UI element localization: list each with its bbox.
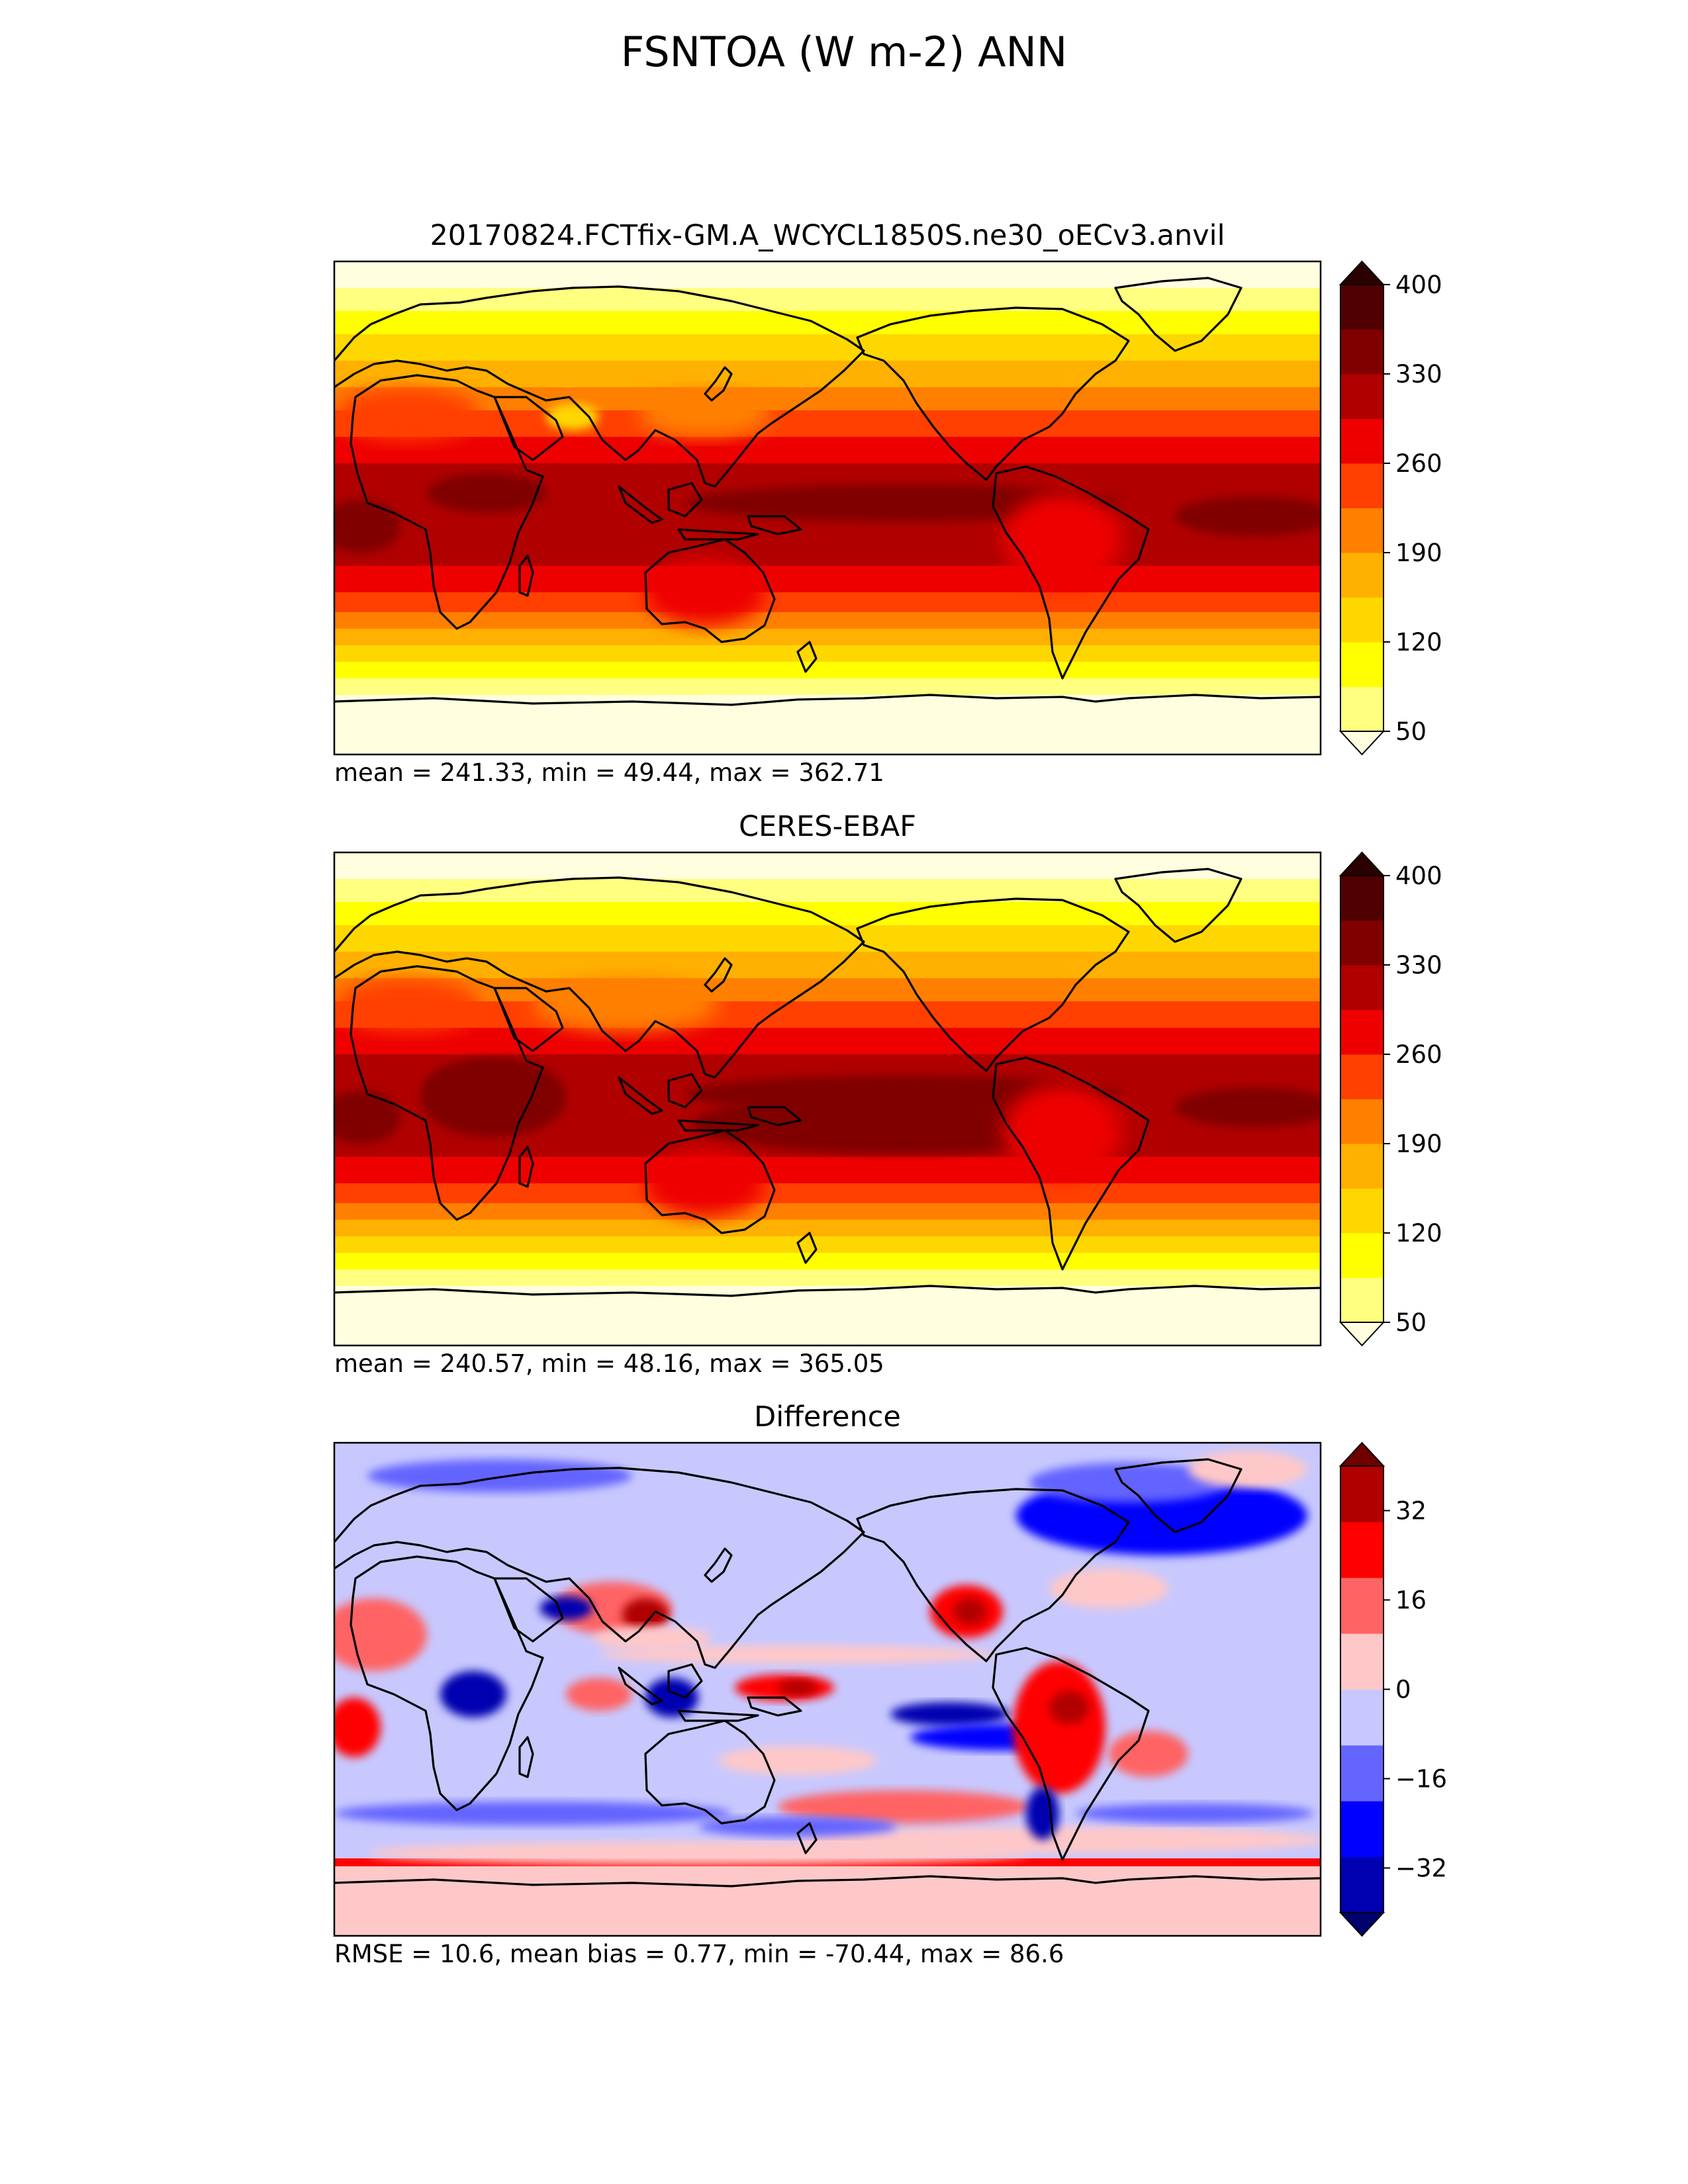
colorbar-extend-max: [1338, 851, 1385, 876]
colorbar-swatch: [1340, 285, 1383, 330]
colorbar: 50 120 190 260 330 400: [1338, 851, 1442, 1347]
panel-title: 20170824.FCTfix-GM.A_WCYCL1850S.ne30_oEC…: [430, 219, 1225, 252]
map-field: [334, 1443, 1321, 1936]
colorbar-swatch: [1340, 374, 1383, 419]
colorbar-tick-label: 330: [1395, 951, 1442, 979]
map-field: [334, 852, 1321, 1345]
colorbar-swatch: [1340, 642, 1383, 687]
colorbar-tick-label: 120: [1395, 628, 1442, 657]
colorbar-swatch: [1340, 1009, 1383, 1055]
colorbar-swatch: [1340, 553, 1383, 598]
colorbar: 50 120 190 260 330 400: [1338, 260, 1442, 756]
colorbar-swatch: [1340, 1801, 1383, 1858]
stats-text: mean = 241.33, min = 49.44, max = 362.71: [334, 758, 884, 787]
map-panel-1: 20170824.FCTfix-GM.A_WCYCL1850S.ne30_oEC…: [333, 219, 1442, 787]
colorbar-swatch: [1340, 965, 1383, 1010]
colorbar-tick-label: 190: [1395, 539, 1442, 567]
colorbar-tick-label: −32: [1395, 1854, 1447, 1883]
map-frame: [333, 1441, 1322, 1937]
colorbar-tick-label: 330: [1395, 360, 1442, 388]
colorbar-tick-label: 16: [1395, 1586, 1427, 1615]
colorbar-tick-label: 50: [1395, 717, 1427, 746]
colorbar-swatch: [1340, 1577, 1383, 1634]
colorbar-swatch: [1340, 876, 1383, 921]
colorbar-extend-min: [1338, 1912, 1385, 1937]
colorbar-extend-max: [1338, 1441, 1385, 1467]
colorbar-extend-min: [1338, 731, 1385, 756]
colorbar: −32 −16 0 16 32: [1338, 1441, 1447, 1937]
panel-title: Difference: [754, 1400, 901, 1433]
colorbar-swatch: [1340, 1745, 1383, 1801]
colorbar-swatch: [1340, 686, 1383, 732]
colorbar-swatch: [1340, 1633, 1383, 1690]
colorbar-swatch: [1340, 1188, 1383, 1234]
map-frame: [333, 260, 1322, 756]
colorbar-swatch: [1340, 1054, 1383, 1099]
colorbar-frame: [1340, 284, 1384, 732]
colorbar-tick-label: 260: [1395, 1040, 1442, 1069]
colorbar-tick-label: −16: [1395, 1765, 1447, 1794]
colorbar-swatch: [1340, 508, 1383, 553]
colorbar-extend-max: [1338, 260, 1385, 285]
colorbar-tick-label: 190: [1395, 1130, 1442, 1158]
colorbar-swatch: [1340, 329, 1383, 375]
stats-text: RMSE = 10.6, mean bias = 0.77, min = -70…: [334, 1940, 1064, 1968]
colorbar-swatch: [1340, 920, 1383, 966]
map-panel-2: CERES-EBAF mean = 240.57, min = 48.16, ma…: [333, 810, 1442, 1378]
stats-text: mean = 240.57, min = 48.16, max = 365.05: [334, 1349, 884, 1378]
colorbar-frame: [1340, 875, 1384, 1323]
colorbar-swatch: [1340, 1466, 1383, 1522]
figure-title: FSNTOA (W m-2) ANN: [621, 28, 1068, 76]
colorbar-swatch: [1340, 1099, 1383, 1144]
colorbar-tick-label: 400: [1395, 271, 1442, 299]
colorbar-swatch: [1340, 1856, 1383, 1913]
colorbar-tick-label: 50: [1395, 1308, 1427, 1337]
colorbar-extend-min: [1338, 1322, 1385, 1347]
colorbar-tick-label: 260: [1395, 449, 1442, 478]
colorbar-tick-label: 120: [1395, 1219, 1442, 1248]
colorbar-swatch: [1340, 1233, 1383, 1278]
map-panel-3: Difference RMSE = 10.6, mean bias = 0.77,…: [333, 1400, 1447, 1968]
map-frame: [333, 851, 1322, 1347]
colorbar-swatch: [1340, 1144, 1383, 1189]
colorbar-swatch: [1340, 463, 1383, 508]
colorbar-swatch: [1340, 1277, 1383, 1323]
colorbar-swatch: [1340, 1522, 1383, 1578]
colorbar-tick-label: 32: [1395, 1497, 1427, 1525]
colorbar-swatch: [1340, 1689, 1383, 1746]
panel-title: CERES-EBAF: [739, 810, 916, 843]
colorbar-swatch: [1340, 597, 1383, 643]
colorbar-tick-label: 0: [1395, 1676, 1411, 1704]
colorbar-swatch: [1340, 418, 1383, 464]
map-field: [334, 261, 1321, 754]
colorbar-tick-label: 400: [1395, 862, 1442, 890]
